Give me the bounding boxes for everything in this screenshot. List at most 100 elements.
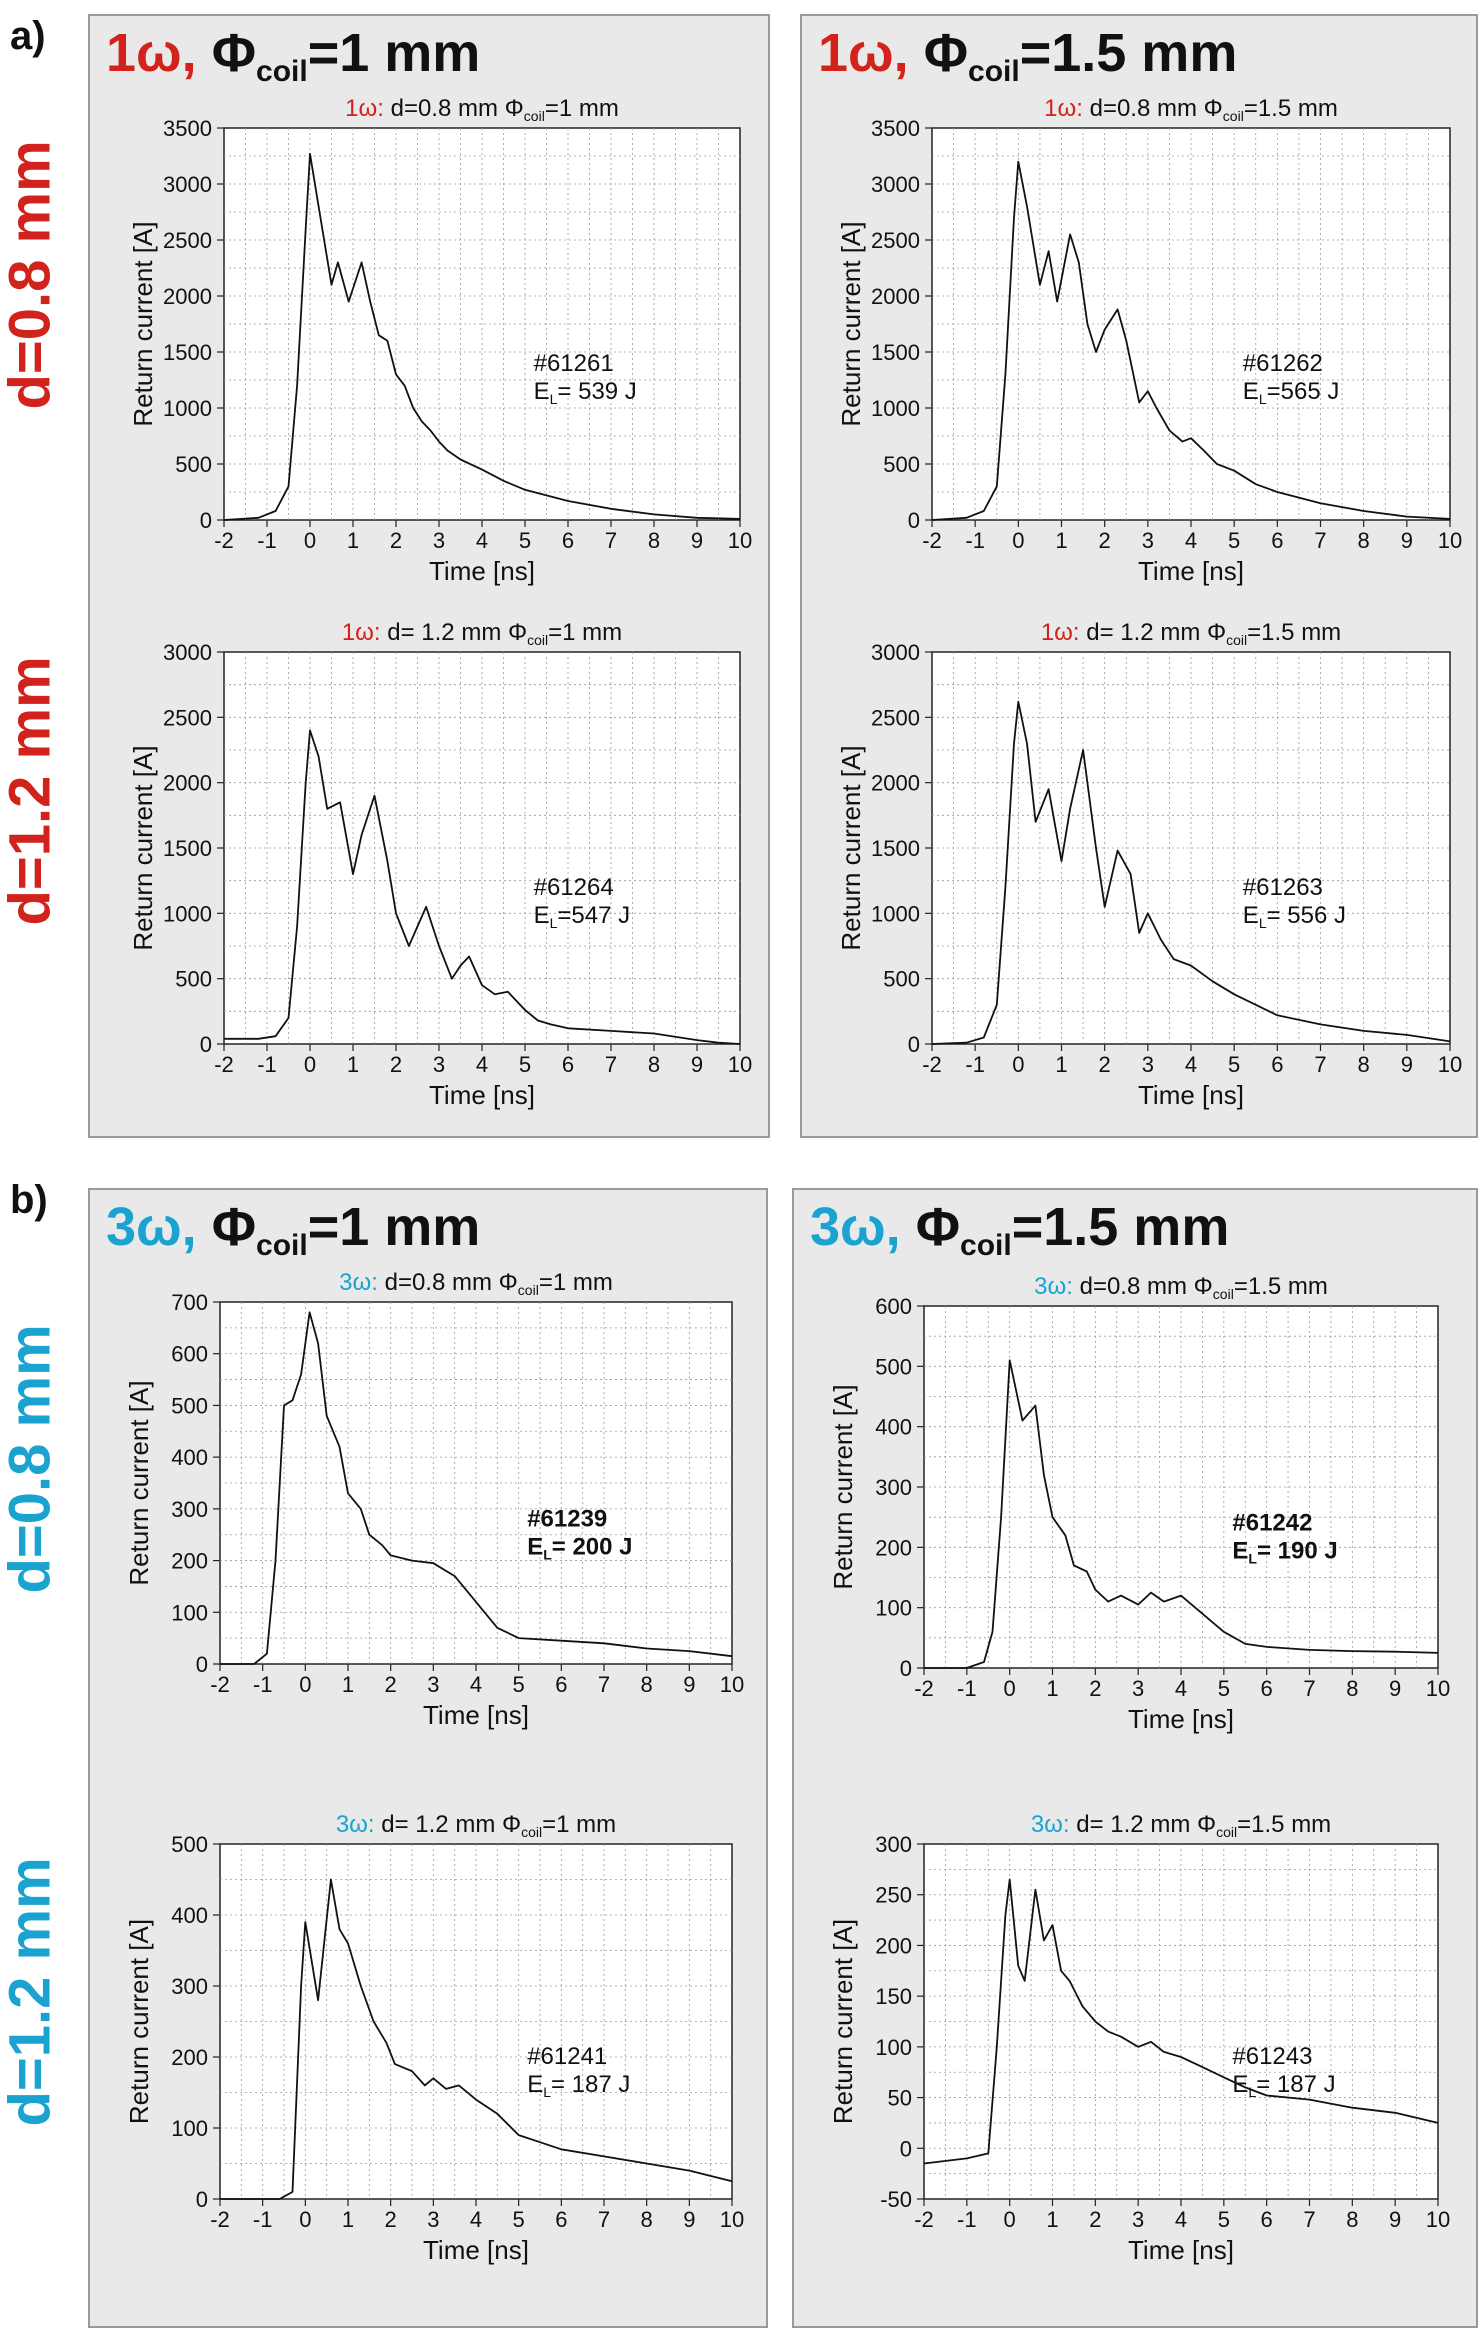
y-tick-label: 100 bbox=[875, 2035, 912, 2060]
x-tick-label: 6 bbox=[1271, 528, 1283, 553]
plot-3w-d08-phi1: -2 -1 0 1 2 3 4 5 6 7 8 9 100100200300400500600700Ti… bbox=[124, 1269, 744, 1730]
y-tick-label: 2000 bbox=[871, 771, 920, 796]
y-tick-label: 500 bbox=[175, 452, 212, 477]
y-tick-label: 100 bbox=[171, 2116, 208, 2141]
x-tick-label: 2 bbox=[1089, 1676, 1101, 1701]
shot-number: #61262 bbox=[1243, 350, 1323, 377]
x-tick-label: -2 bbox=[922, 1052, 942, 1077]
y-axis-label: Return current [A] bbox=[828, 1384, 858, 1589]
x-tick-label: -1 bbox=[253, 2207, 273, 2232]
y-tick-label: 500 bbox=[883, 967, 920, 992]
x-tick-label: -1 bbox=[965, 528, 985, 553]
x-tick-label: 4 bbox=[1185, 1052, 1197, 1077]
x-tick-label: 10 bbox=[1426, 2207, 1450, 2232]
y-tick-label: 2500 bbox=[163, 705, 212, 730]
x-tick-label: 5 bbox=[519, 1052, 531, 1077]
y-tick-label: 0 bbox=[900, 2136, 912, 2161]
y-tick-label: 2000 bbox=[163, 771, 212, 796]
x-tick-label: 2 bbox=[1099, 1052, 1111, 1077]
series-line bbox=[220, 1878, 733, 2200]
y-tick-label: 3000 bbox=[871, 640, 920, 665]
y-tick-label: -50 bbox=[880, 2187, 912, 2212]
x-tick-label: 1 bbox=[1055, 528, 1067, 553]
x-tick-label: 2 bbox=[385, 1672, 397, 1697]
x-tick-label: 9 bbox=[691, 1052, 703, 1077]
plot-1w-d08-phi15: -2 -1 0 1 2 3 4 5 6 7 8 9 10 0 500 1000 1500 2000 2500 3000… bbox=[836, 95, 1462, 586]
x-tick-label: 6 bbox=[555, 1672, 567, 1697]
x-tick-label: 3 bbox=[1142, 528, 1154, 553]
x-tick-label: -2 bbox=[214, 528, 234, 553]
panel-title: 1ω, Φcoil=1 mm bbox=[106, 23, 481, 88]
x-tick-label: 9 bbox=[1389, 1676, 1401, 1701]
x-tick-label: 8 bbox=[648, 528, 660, 553]
x-tick-label: 2 bbox=[390, 528, 402, 553]
y-tick-label: 300 bbox=[171, 1974, 208, 1999]
x-tick-label: 3 bbox=[1132, 2207, 1144, 2232]
y-tick-label: 200 bbox=[875, 1535, 912, 1560]
x-tick-label: 3 bbox=[427, 1672, 439, 1697]
y-tick-label: 300 bbox=[875, 1475, 912, 1500]
section-a-label: a) bbox=[10, 14, 46, 58]
x-tick-label: 6 bbox=[1271, 1052, 1283, 1077]
x-tick-label: 7 bbox=[605, 528, 617, 553]
x-tick-label: 2 bbox=[1099, 528, 1111, 553]
x-tick-label: 6 bbox=[1261, 1676, 1273, 1701]
x-tick-label: -2 bbox=[914, 1676, 934, 1701]
shot-number: #61264 bbox=[534, 874, 614, 901]
x-tick-label: 0 bbox=[1012, 528, 1024, 553]
y-tick-label: 100 bbox=[875, 1596, 912, 1621]
y-tick-label: 600 bbox=[875, 1294, 912, 1319]
x-tick-label: 5 bbox=[1218, 1676, 1230, 1701]
y-tick-label: 1000 bbox=[871, 396, 920, 421]
y-tick-label: 0 bbox=[196, 1652, 208, 1677]
x-tick-label: -1 bbox=[257, 528, 277, 553]
x-tick-label: 5 bbox=[1228, 1052, 1240, 1077]
x-tick-label: 10 bbox=[1426, 1676, 1450, 1701]
row-label-a-d12: d=1.2 mm bbox=[0, 656, 63, 926]
x-tick-label: 6 bbox=[1261, 2207, 1273, 2232]
x-tick-label: 2 bbox=[390, 1052, 402, 1077]
series-line bbox=[220, 1311, 733, 1665]
y-tick-label: 1000 bbox=[163, 396, 212, 421]
x-tick-label: 7 bbox=[1314, 528, 1326, 553]
x-tick-label: 4 bbox=[476, 1052, 488, 1077]
y-tick-label: 3500 bbox=[163, 116, 212, 141]
y-tick-label: 3000 bbox=[871, 172, 920, 197]
x-tick-label: 10 bbox=[720, 2207, 744, 2232]
chart-title: 1ω: d= 1.2 mm Φcoil=1 mm bbox=[342, 619, 622, 648]
y-tick-label: 1500 bbox=[163, 836, 212, 861]
y-tick-label: 0 bbox=[908, 508, 920, 533]
x-tick-label: 0 bbox=[299, 2207, 311, 2232]
shot-number: #61243 bbox=[1232, 2043, 1312, 2070]
x-tick-label: 9 bbox=[683, 2207, 695, 2232]
x-tick-label: -2 bbox=[210, 2207, 230, 2232]
x-axis-label: Time [ns] bbox=[1128, 1704, 1234, 1734]
chart-title: 3ω: d= 1.2 mm Φcoil=1 mm bbox=[336, 1811, 616, 1840]
y-axis-label: Return current [A] bbox=[836, 221, 866, 426]
x-tick-label: 7 bbox=[1303, 2207, 1315, 2232]
laser-energy: EL= 200 J bbox=[527, 1533, 632, 1562]
x-tick-label: 7 bbox=[598, 1672, 610, 1697]
x-axis-label: Time [ns] bbox=[423, 2235, 529, 2265]
x-tick-label: -2 bbox=[214, 1052, 234, 1077]
x-axis-label: Time [ns] bbox=[423, 1700, 529, 1730]
shot-number: #61263 bbox=[1243, 874, 1323, 901]
y-tick-label: 2500 bbox=[163, 228, 212, 253]
x-tick-label: 0 bbox=[299, 1672, 311, 1697]
panel-title: 3ω, Φcoil=1 mm bbox=[106, 1197, 481, 1262]
y-tick-label: 500 bbox=[171, 1393, 208, 1418]
section-b-label: b) bbox=[10, 1178, 48, 1222]
x-tick-label: 1 bbox=[347, 528, 359, 553]
x-tick-label: 6 bbox=[562, 1052, 574, 1077]
x-tick-label: 0 bbox=[1004, 1676, 1016, 1701]
panel-title: 1ω, Φcoil=1.5 mm bbox=[818, 23, 1238, 88]
laser-energy: EL= 187 J bbox=[1232, 2071, 1335, 2100]
x-tick-label: 1 bbox=[347, 1052, 359, 1077]
x-tick-label: 8 bbox=[1358, 1052, 1370, 1077]
x-tick-label: 4 bbox=[1175, 2207, 1187, 2232]
laser-energy: EL= 187 J bbox=[527, 2071, 630, 2100]
x-tick-label: 6 bbox=[555, 2207, 567, 2232]
y-tick-label: 1500 bbox=[871, 836, 920, 861]
x-tick-label: 4 bbox=[470, 1672, 482, 1697]
x-tick-label: 0 bbox=[1004, 2207, 1016, 2232]
